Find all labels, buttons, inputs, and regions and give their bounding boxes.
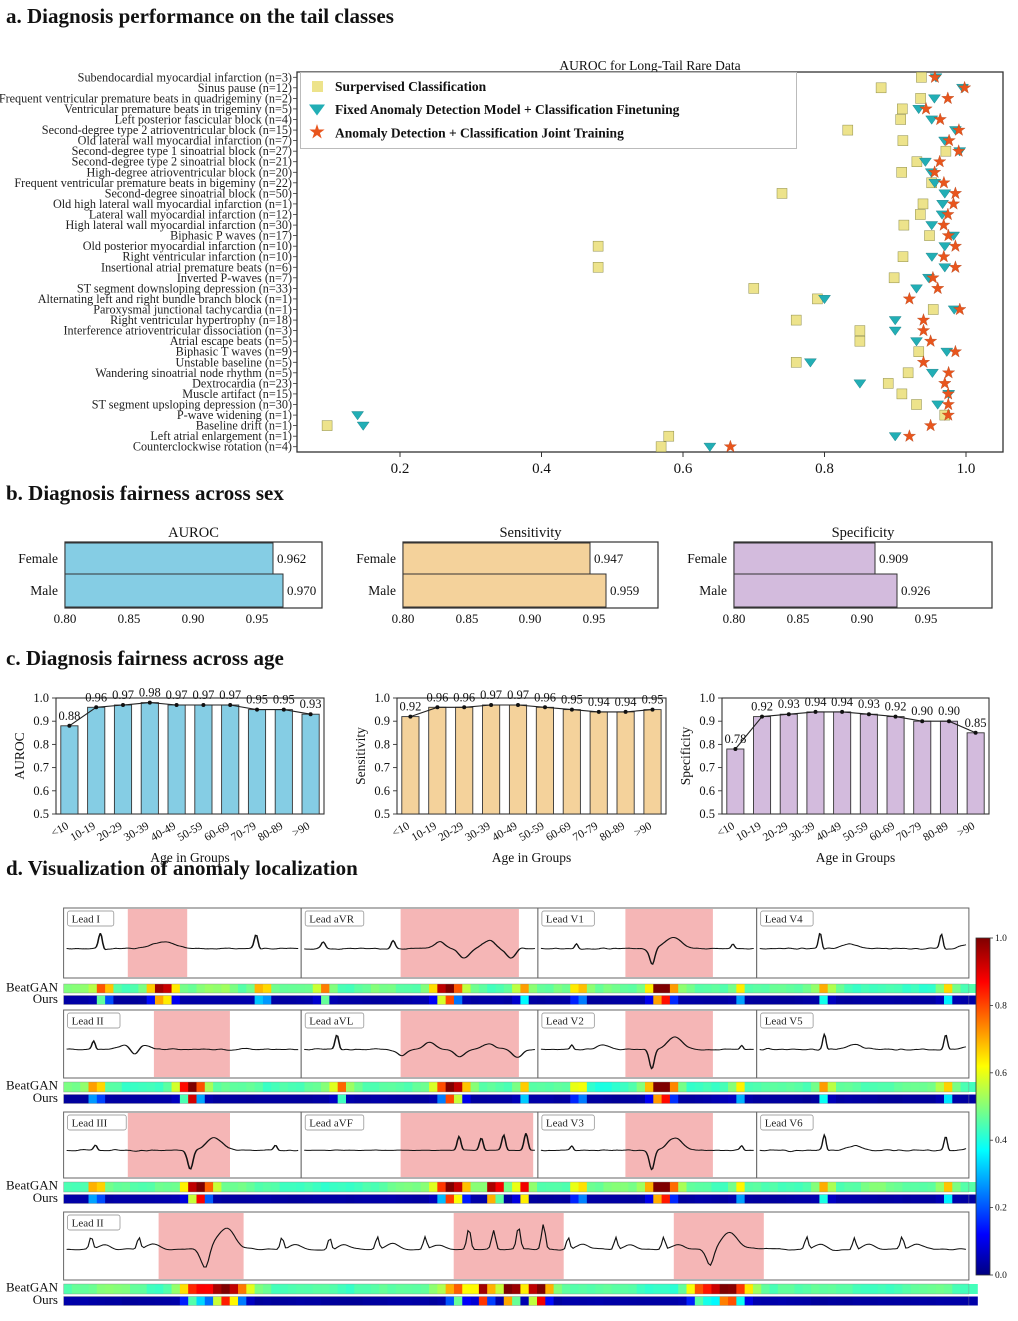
svg-text:Lead V1: Lead V1 (546, 914, 584, 926)
svg-text:Lead aVR: Lead aVR (309, 914, 355, 926)
svg-text:Ours: Ours (33, 1190, 58, 1205)
svg-text:0.8: 0.8 (995, 1001, 1007, 1011)
svg-text:Lead aVF: Lead aVF (309, 1118, 353, 1130)
svg-text:Lead aVL: Lead aVL (309, 1016, 354, 1028)
svg-text:Lead II: Lead II (72, 1218, 104, 1230)
svg-text:1.0: 1.0 (995, 934, 1007, 944)
svg-text:Lead V3: Lead V3 (546, 1118, 584, 1130)
svg-text:0.6: 0.6 (995, 1069, 1007, 1079)
svg-text:Ours: Ours (33, 991, 58, 1006)
svg-text:Lead I: Lead I (72, 914, 101, 926)
svg-text:Lead II: Lead II (72, 1016, 104, 1028)
svg-text:0.4: 0.4 (995, 1136, 1007, 1146)
svg-text:Lead V5: Lead V5 (765, 1016, 803, 1028)
svg-text:Lead V4: Lead V4 (765, 914, 803, 926)
svg-text:Lead V2: Lead V2 (546, 1016, 584, 1028)
svg-text:Ours: Ours (33, 1090, 58, 1105)
svg-text:Ours: Ours (33, 1292, 58, 1307)
svg-text:Lead V6: Lead V6 (765, 1118, 803, 1130)
svg-text:0.0: 0.0 (995, 1271, 1007, 1281)
svg-text:Lead III: Lead III (72, 1118, 108, 1130)
svg-text:0.2: 0.2 (995, 1204, 1007, 1214)
